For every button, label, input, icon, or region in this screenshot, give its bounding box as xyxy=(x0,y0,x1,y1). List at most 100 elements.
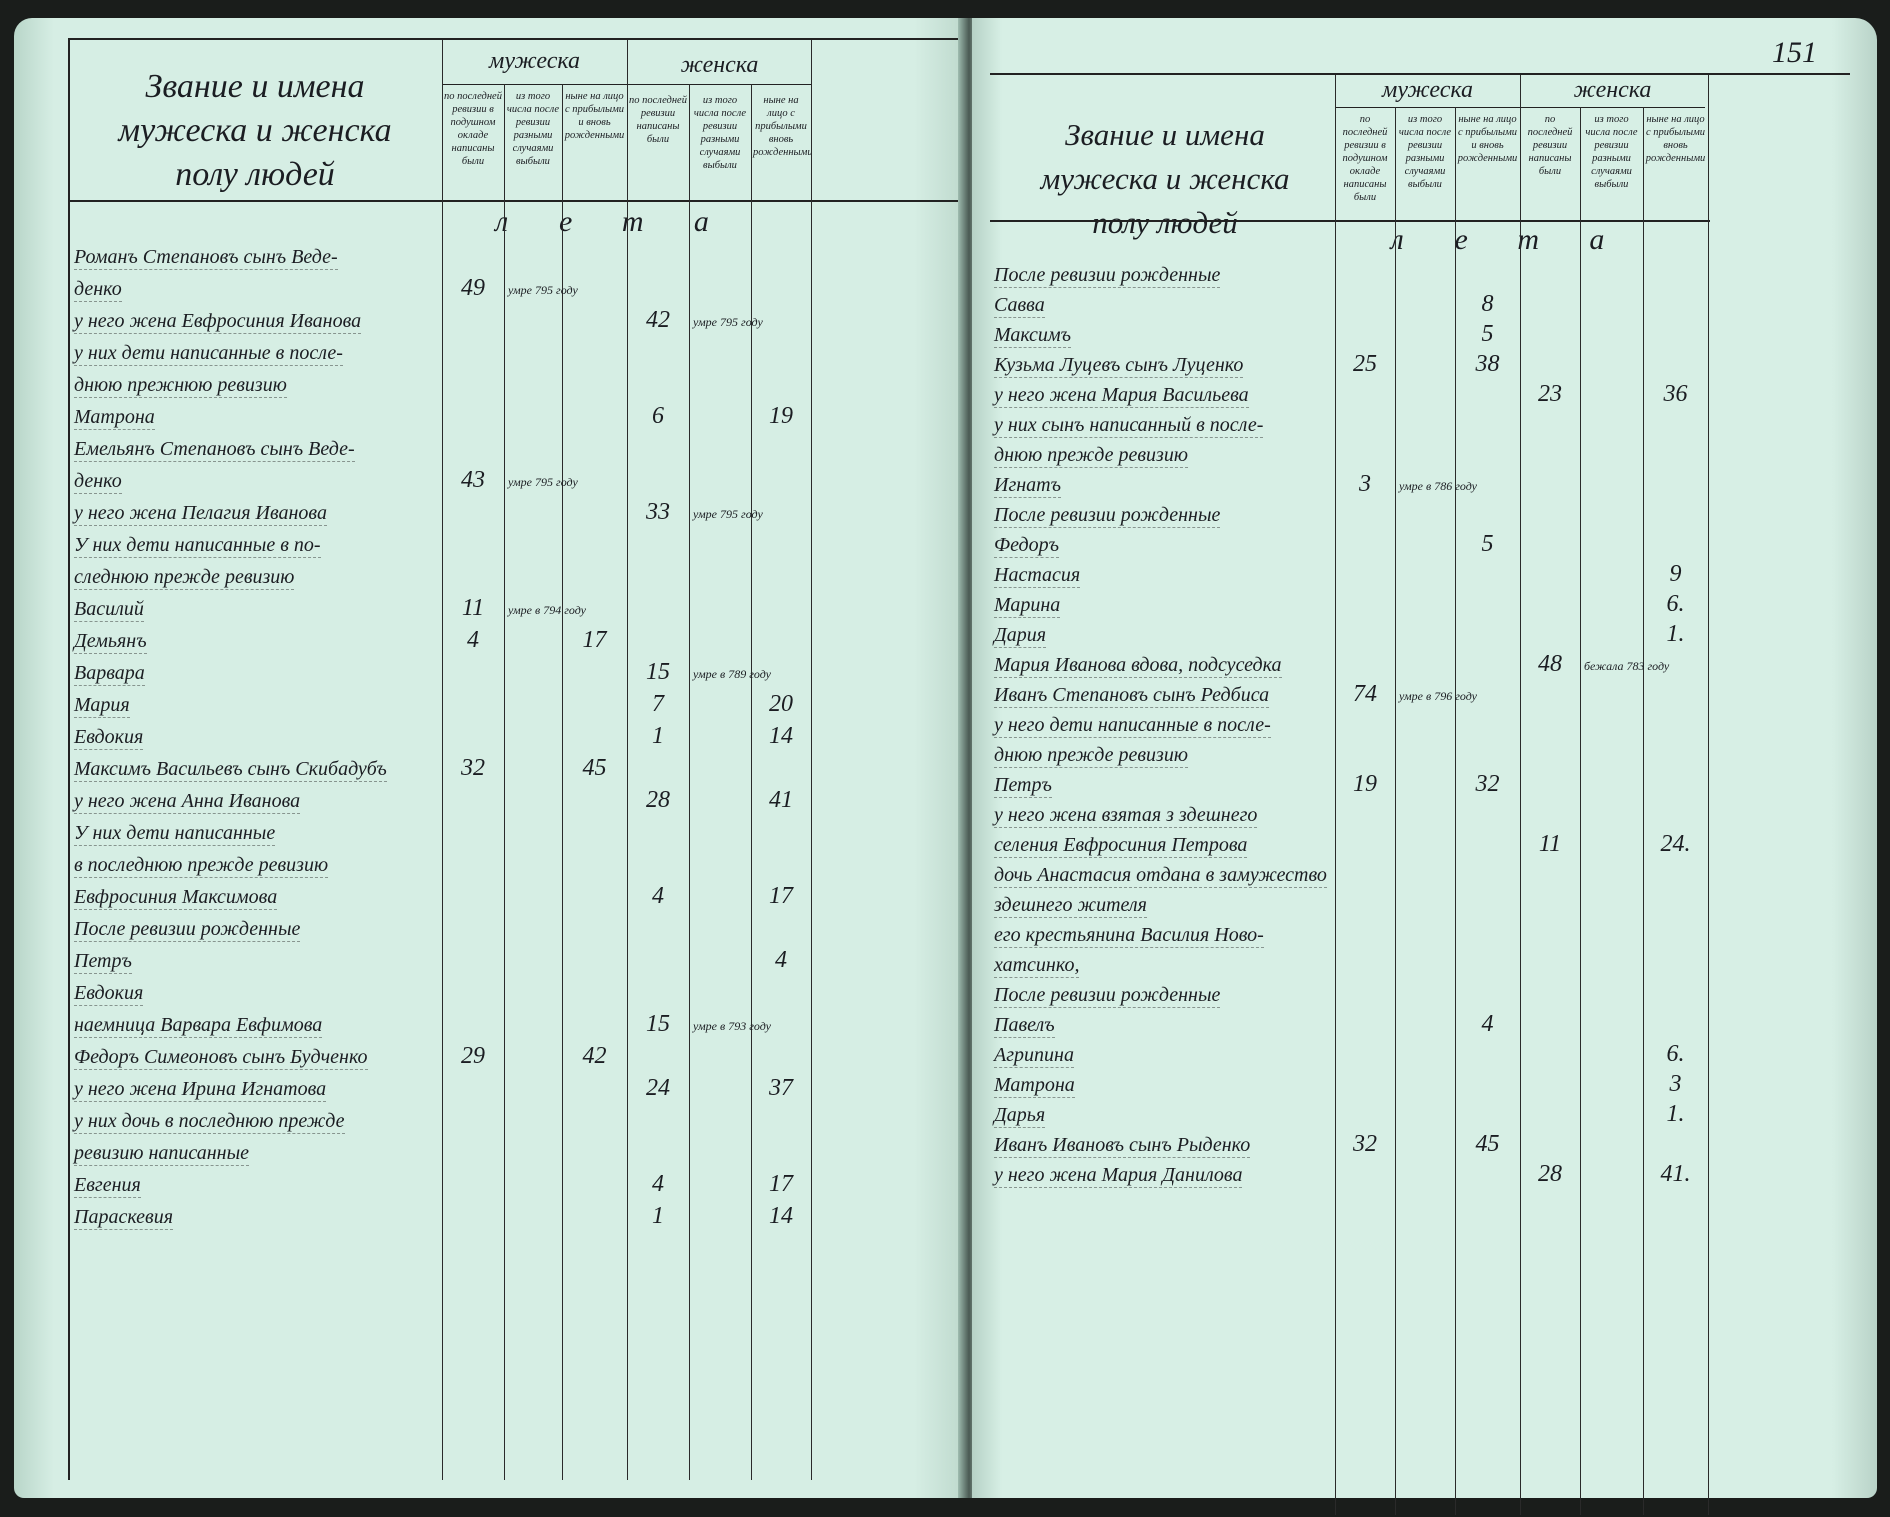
age-value: 41. xyxy=(1660,1161,1691,1187)
table-row: селения Евфросиния Петрова 11 24. xyxy=(990,830,1710,860)
table-row: Евгения 4 17 xyxy=(70,1168,812,1200)
age-value: 11 xyxy=(461,595,485,621)
entry-name: Федоръ xyxy=(994,534,1059,558)
status-note: умре в 789 году xyxy=(693,667,771,681)
table-row: у него жена Ирина Игнатова 24 37 xyxy=(70,1072,812,1104)
age-value: 1 xyxy=(652,723,664,749)
table-row: Петръ 4 xyxy=(70,944,812,976)
status-note: умре в 794 году xyxy=(508,603,586,617)
age-value: 25 xyxy=(1353,351,1377,377)
column-rule xyxy=(1455,107,1456,1515)
age-value: 11 xyxy=(1538,831,1562,857)
age-value: 14 xyxy=(769,723,793,749)
table-row: Романъ Степановъ сынъ Веде- xyxy=(70,240,812,272)
age-value: 32 xyxy=(1475,771,1500,797)
table-row: днюю прежде ревизию xyxy=(990,740,1710,770)
table-row: Мария Иванова вдова, подсуседка 48 бежала … xyxy=(990,650,1710,680)
table-row: у них дочь в последнюю прежде xyxy=(70,1104,812,1136)
table-row: наемница Варвара Евфимова 15 умре в 793 го… xyxy=(70,1008,812,1040)
column-rule xyxy=(1708,75,1709,1515)
male-col-header: ныне на лицо с прибылыми и вновь рожденн… xyxy=(564,91,625,141)
table-row: у него жена Евфросиния Иванова 42 умре 795… xyxy=(70,304,812,336)
age-value: 74 xyxy=(1353,681,1377,707)
female-col-header: ныне на лицо с прибылыми вновь рожденным… xyxy=(753,95,811,158)
entry-name: Максимъ xyxy=(994,324,1071,348)
table-row: у них сынъ написанный в после- xyxy=(990,410,1710,440)
age-value: 4 xyxy=(467,627,479,653)
age-value: 24 xyxy=(646,1075,670,1101)
age-label: лета xyxy=(1390,223,1655,256)
table-row: У них дети написанные xyxy=(70,816,812,848)
age-value: 38 xyxy=(1475,351,1500,377)
title-line: Звание и имена xyxy=(145,68,365,105)
age-value: 43 xyxy=(461,467,485,493)
age-value: 4 xyxy=(775,947,787,973)
age-value: 32 xyxy=(461,755,485,781)
entry-name: Мария xyxy=(74,694,130,718)
title-line: полу людей xyxy=(175,156,335,193)
status-note: умре в 796 году xyxy=(1399,689,1477,703)
column-rule xyxy=(1335,75,1336,1515)
age-value: 19 xyxy=(1353,771,1377,797)
age-value: 15 xyxy=(646,1011,670,1037)
entry-name: Кузьма Луцевъ сынъ Луценко xyxy=(994,354,1244,378)
female-col-header: по последней ревизии написаны были xyxy=(629,95,687,145)
column-title: Звание и имена мужеска и женска полу люд… xyxy=(80,65,430,197)
column-rule xyxy=(1395,107,1396,1515)
left-page: Звание и имена мужеска и женска полу люд… xyxy=(14,18,969,1498)
entry-name: Игнатъ xyxy=(994,474,1061,498)
entry-name: его крестьянина Василия Ново- xyxy=(994,924,1264,948)
age-value: 9 xyxy=(1669,561,1682,587)
entry-name: ревизию написанные xyxy=(74,1142,250,1166)
female-group-label: женска xyxy=(1573,77,1652,103)
status-note: умре 795 году xyxy=(693,315,763,329)
age-value: 17 xyxy=(582,627,607,653)
table-row: Емельянъ Степановъ сынъ Веде- xyxy=(70,432,812,464)
entry-name: Агрипина xyxy=(994,1044,1074,1068)
entry-name: Варвара xyxy=(74,662,145,686)
age-value: 1. xyxy=(1666,1101,1685,1127)
title-line: полу людей xyxy=(1092,205,1238,240)
entry-name: Федоръ Симеоновъ сынъ Будченко xyxy=(74,1046,368,1070)
age-value: 5 xyxy=(1481,321,1494,347)
entry-name: у них дочь в последнюю прежде xyxy=(74,1110,345,1134)
table-row: Дарья 1. xyxy=(990,1100,1710,1130)
column-rule xyxy=(811,40,812,1480)
table-row: Настасия 9 xyxy=(990,560,1710,590)
table-row: Демьянъ 4 17 xyxy=(70,624,812,656)
female-col-header: из того числа после ревизии разными случ… xyxy=(693,95,747,171)
entry-name: у них дети написанные в после- xyxy=(74,342,343,366)
entry-name: После ревизии рожденные xyxy=(994,984,1221,1008)
table-row: у него жена Мария Васильева 23 36 xyxy=(990,380,1710,410)
table-row: у него жена Анна Иванова 28 41 xyxy=(70,784,812,816)
table-row: у него жена Пелагия Иванова 33 умре 795 го… xyxy=(70,496,812,528)
age-value: 42 xyxy=(582,1043,607,1069)
entry-name: днюю прежде ревизию xyxy=(994,444,1188,468)
table-row: Параскевия 1 14 xyxy=(70,1200,812,1232)
age-value: 42 xyxy=(646,307,670,333)
age-value: 36 xyxy=(1663,381,1688,407)
entry-name: у него жена Пелагия Иванова xyxy=(74,502,327,526)
table-row: Дария 1. xyxy=(990,620,1710,650)
entry-name: хатсинко, xyxy=(994,954,1080,978)
entry-name: днюю прежде ревизию xyxy=(994,744,1188,768)
table-row: Евфросиния Максимова 4 17 xyxy=(70,880,812,912)
entry-name: Дария xyxy=(994,624,1047,648)
table-row: Савва 8 xyxy=(990,290,1710,320)
entry-name: Василий xyxy=(74,598,144,622)
age-value: 45 xyxy=(582,755,607,781)
table-row: денко 49 умре 795 году xyxy=(70,272,812,304)
age-value: 28 xyxy=(646,787,670,813)
age-value: 6 xyxy=(652,403,664,429)
age-value: 15 xyxy=(646,659,670,685)
table-row: следнюю прежде ревизию xyxy=(70,560,812,592)
entry-name: у него жена Мария Данилова xyxy=(994,1164,1243,1188)
table-row: денко 43 умре 795 году xyxy=(70,464,812,496)
table-row: Иванъ Степановъ сынъ Редбиса 74 умре в 796… xyxy=(990,680,1710,710)
table-row: Федоръ 5 xyxy=(990,530,1710,560)
entry-name: дочь Анастасия отдана в замужество xyxy=(994,864,1327,888)
column-rule xyxy=(1580,107,1581,1515)
table-row: Максимъ Васильевъ сынъ Скибадубъ 32 45 xyxy=(70,752,812,784)
male-col-header: по последней ревизии в подушном окладе н… xyxy=(1342,114,1388,203)
table-row: Федоръ Симеоновъ сынъ Будченко 29 42 xyxy=(70,1040,812,1072)
